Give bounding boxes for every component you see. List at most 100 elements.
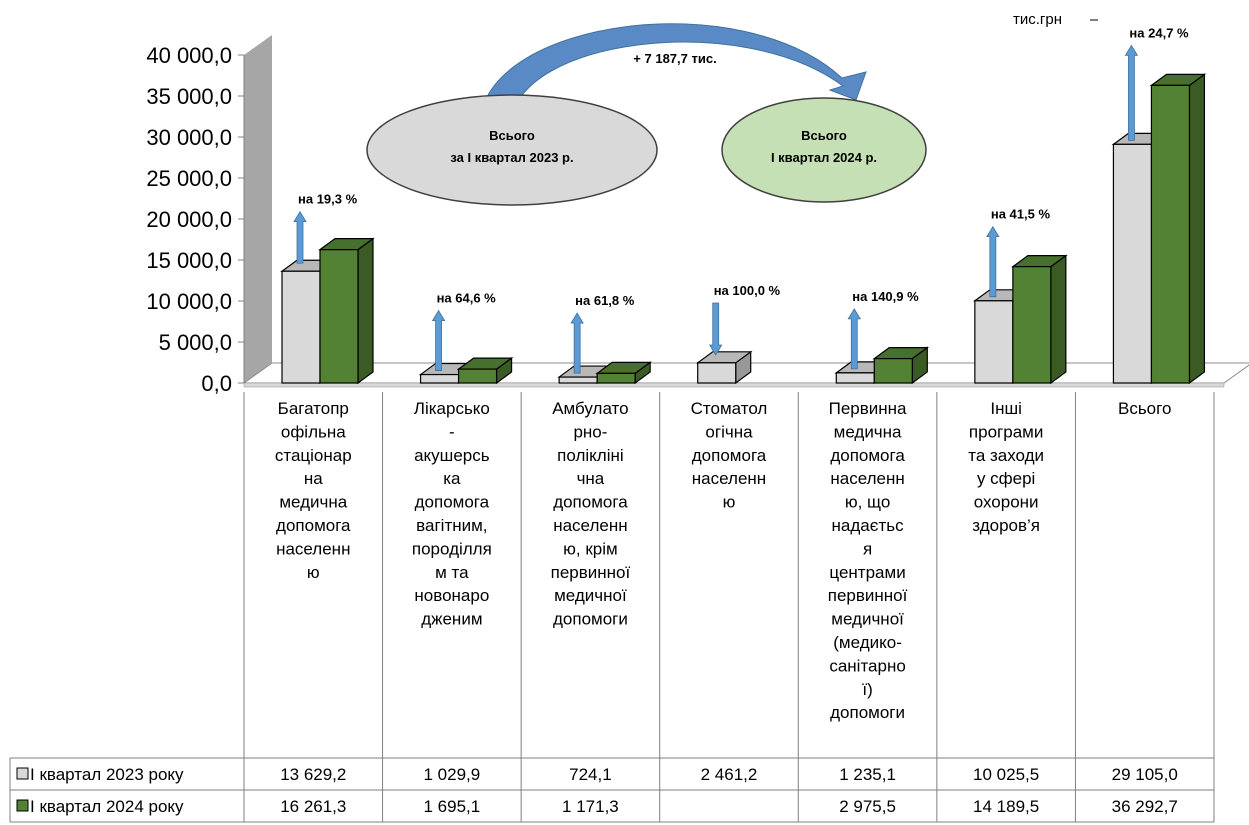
legend-label: І квартал 2023 року	[30, 765, 184, 784]
table-cell: 13 629,2	[280, 765, 346, 784]
category-label-line: ю	[307, 563, 320, 582]
y-tick-label: 20 000,0	[146, 207, 232, 232]
change-label: на 41,5 %	[991, 207, 1051, 222]
category-label-line: рно-	[573, 422, 607, 441]
change-label: на 24,7 %	[1129, 25, 1189, 40]
table-row: І квартал 2024 року 16 261,3 1 695,1 1 171,…	[16, 797, 1178, 816]
table-cell: 724,1	[569, 765, 612, 784]
category-label-line: допомога	[830, 446, 905, 465]
category-label-line: допомоги	[830, 703, 905, 722]
category-label-line: новонаро	[414, 586, 489, 605]
bar-front	[873, 358, 913, 384]
category-label-line: ю, що	[845, 493, 890, 512]
change-label: на 19,3 %	[298, 192, 358, 207]
category-label-line: допомога	[415, 493, 490, 512]
bar-front	[1012, 266, 1052, 384]
category-label-line: населенн	[830, 469, 904, 488]
y-tick-label: 35 000,0	[146, 84, 232, 109]
change-arrows: на 19,3 % на 64,6 % на 61,8 % на 100,0 % на …	[293, 25, 1189, 374]
bar-front	[419, 373, 460, 384]
change-label: на 64,6 %	[437, 291, 497, 306]
category-label-line: та заходи	[968, 446, 1044, 465]
category-label-line: породілля	[412, 539, 492, 558]
category-label-line: Лікарсько	[414, 399, 490, 418]
category-label-line: на	[304, 469, 323, 488]
arrow-shape	[1124, 44, 1139, 141]
ellipse-line: І квартал 2024 р.	[771, 150, 877, 165]
change-arrow-up: на 64,6 %	[431, 291, 497, 371]
category-label-line: Амбулато	[552, 399, 628, 418]
category-label-line: ю	[723, 493, 736, 512]
table-row: І квартал 2023 року 13 629,2 1 029,9 724,1 2…	[16, 765, 1178, 784]
table-cell: 2 461,2	[701, 765, 758, 784]
bar-2024	[318, 237, 375, 385]
curved-arrow-label: + 7 187,7 тис.	[633, 51, 716, 66]
change-arrow-up: на 19,3 %	[293, 192, 358, 264]
change-label: на 100,0 %	[714, 283, 781, 298]
change-arrow-down: на 100,0 %	[709, 283, 781, 356]
table-cell: 16 261,3	[280, 797, 346, 816]
category-label-line: медична	[834, 422, 902, 441]
change-arrow-up: на 24,7 %	[1124, 25, 1189, 141]
category-label: Первинна медична допомога населенн ю, що нада…	[828, 399, 908, 722]
bar-front	[319, 249, 359, 384]
ellipse-2024-label: Всього І квартал 2024 р.	[771, 128, 877, 165]
category-label-line: ї)	[861, 680, 872, 699]
table-cell: 10 025,5	[973, 765, 1039, 784]
bar-side	[357, 237, 374, 385]
bar-front	[1112, 143, 1153, 384]
category-label-line: допомоги	[553, 610, 628, 629]
category-label: Багатопр офільна стаціонар на медична допомог…	[275, 399, 352, 582]
curved-arrow	[479, 23, 867, 121]
category-label-line: допомога	[276, 516, 351, 535]
bar-front	[974, 300, 1014, 384]
category-label-line: центрами	[829, 563, 905, 582]
bar-2023	[695, 350, 753, 385]
category-label-line: вагітним,	[416, 516, 487, 535]
y-tick-label: 25 000,0	[146, 166, 232, 191]
bar-front	[457, 368, 498, 384]
table-cell: 29 105,0	[1112, 765, 1178, 784]
bars	[280, 73, 1207, 385]
category-label-line: здоров’я	[972, 516, 1040, 535]
chart-walls	[242, 35, 1249, 388]
change-arrow-up: на 61,8 %	[570, 293, 635, 374]
arrow-shape	[847, 308, 861, 370]
category-label-line: Первинна	[829, 399, 907, 418]
category-label-line: у сфері	[977, 469, 1035, 488]
category-label-line: огічна	[705, 422, 753, 441]
table-cell: 2 975,5	[839, 797, 896, 816]
table-cell: 1 235,1	[839, 765, 896, 784]
category-label-line: населенн	[276, 539, 350, 558]
ellipse-2023	[366, 94, 658, 206]
y-tick-label: 15 000,0	[146, 248, 232, 273]
y-tick-label: 5 000,0	[159, 330, 232, 355]
category-label-line: первинної	[828, 586, 908, 605]
legend-swatch	[16, 767, 29, 780]
table-cell: 1 029,9	[423, 765, 480, 784]
category-label: Інші програми та заходи у сфері охорони здоро…	[968, 399, 1044, 535]
category-label: Лікарсько - акушерсь ка допомога вагітним, пор…	[412, 399, 492, 629]
category-label: Амбулато рно-полікліні чна допомога населенн…	[551, 399, 631, 629]
arrow-shape	[570, 312, 584, 374]
category-label-line: акушерсь	[414, 446, 490, 465]
category-label-line: я	[863, 539, 872, 558]
ellipse-line: Всього	[801, 128, 847, 143]
ellipse-line: Всього	[489, 128, 535, 143]
category-label-line: Багатопр	[278, 399, 349, 418]
bar-front	[1150, 84, 1191, 384]
category-label: Стоматол огічна допомога населенн ю	[691, 399, 768, 512]
bar-front	[558, 376, 598, 384]
category-label-line: медична	[279, 493, 347, 512]
bar-front	[835, 372, 875, 384]
change-label: на 140,9 %	[852, 289, 919, 304]
bar-2024	[1149, 73, 1207, 385]
category-label-line: охорони	[974, 493, 1039, 512]
change-arrow-up: на 41,5 %	[986, 207, 1051, 298]
ellipse-2023-label: Всього за І квартал 2023 р.	[450, 128, 573, 165]
category-label-line: населенн	[692, 469, 766, 488]
arrow-shape	[709, 302, 723, 356]
category-label: Всього	[1118, 399, 1171, 418]
table-cell: 1 171,3	[562, 797, 619, 816]
